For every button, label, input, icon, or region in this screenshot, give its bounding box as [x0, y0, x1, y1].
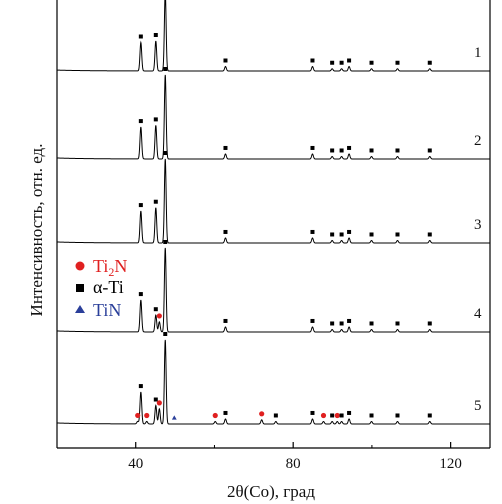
marker-alpha-ti [138, 34, 143, 39]
legend-tin-marker [75, 305, 85, 313]
legend: Ti2N α-Ti TiN [75, 256, 127, 320]
marker-ti2n [156, 313, 162, 319]
marker-alpha-ti [163, 67, 168, 71]
marker-ti2n [156, 400, 162, 406]
marker-alpha-ti [163, 240, 168, 244]
legend-tin-label: TiN [93, 300, 121, 320]
marker-alpha-ti [395, 60, 400, 65]
marker-alpha-ti [138, 292, 143, 297]
marker-tin [171, 415, 177, 420]
marker-alpha-ti [153, 199, 158, 204]
trace-1 [56, 0, 490, 72]
trace-5 [56, 339, 490, 425]
marker-alpha-ti [369, 148, 374, 153]
marker-alpha-ti [347, 229, 352, 234]
trace-4 [56, 247, 490, 333]
marker-alpha-ti [153, 117, 158, 122]
marker-ti2n [259, 411, 265, 417]
marker-alpha-ti [339, 60, 344, 65]
legend-ti2n-label: Ti2N [93, 256, 127, 279]
marker-alpha-ti [138, 119, 143, 124]
marker-alpha-ti [310, 229, 315, 234]
series-labels: 1 2 3 4 5 [474, 45, 482, 414]
x-axis-ticks: 40 80 120 [56, 442, 462, 472]
marker-alpha-ti [310, 410, 315, 415]
marker-alpha-ti [369, 232, 374, 237]
marker-alpha-ti [138, 203, 143, 208]
marker-alpha-ti [427, 60, 432, 65]
plot-frame [56, 0, 491, 449]
marker-alpha-ti [330, 148, 335, 153]
x-tick-label-80: 80 [286, 456, 301, 472]
marker-alpha-ti [369, 60, 374, 65]
legend-ti2n-marker [75, 261, 85, 271]
x-tick-label-40: 40 [128, 456, 143, 472]
marker-alpha-ti [223, 410, 228, 415]
marker-alpha-ti [395, 321, 400, 326]
marker-alpha-ti [339, 413, 344, 418]
marker-alpha-ti [153, 33, 158, 37]
marker-alpha-ti [395, 232, 400, 237]
trace-3 [56, 158, 490, 244]
marker-alpha-ti [163, 151, 168, 155]
marker-ti2n [212, 412, 218, 419]
marker-alpha-ti [427, 232, 432, 237]
marker-alpha-ti [310, 145, 315, 150]
phase-markers [135, 33, 432, 420]
marker-alpha-ti [310, 318, 315, 323]
marker-alpha-ti [273, 413, 278, 418]
legend-item-ti2n: Ti2N [75, 256, 127, 279]
legend-item-alpha-ti: α-Ti [76, 277, 124, 297]
series-label-1: 1 [474, 45, 482, 61]
x-tick-label-120: 120 [439, 456, 462, 472]
legend-alpha-ti-marker [76, 284, 84, 292]
y-axis-title: Интенсивность, отн. ед. [27, 144, 46, 317]
x-axis-title: 2θ(Co), град [227, 482, 315, 501]
diffraction-traces [56, 0, 490, 425]
marker-alpha-ti [339, 232, 344, 237]
marker-alpha-ti [153, 307, 158, 312]
marker-alpha-ti [395, 148, 400, 153]
marker-ti2n [135, 412, 141, 419]
marker-alpha-ti [223, 58, 228, 63]
marker-ti2n [320, 412, 327, 419]
series-label-4: 4 [474, 306, 482, 322]
marker-alpha-ti [223, 318, 228, 323]
marker-alpha-ti [395, 413, 400, 418]
marker-alpha-ti [310, 58, 315, 63]
marker-alpha-ti [339, 148, 344, 153]
marker-alpha-ti [330, 413, 335, 418]
marker-alpha-ti [330, 321, 335, 326]
marker-alpha-ti [223, 229, 228, 234]
marker-alpha-ti [427, 321, 432, 326]
marker-ti2n [334, 412, 340, 419]
marker-alpha-ti [347, 58, 352, 63]
series-label-5: 5 [474, 398, 482, 414]
marker-alpha-ti [427, 148, 432, 153]
marker-alpha-ti [369, 413, 374, 418]
marker-alpha-ti [347, 410, 352, 415]
marker-alpha-ti [369, 321, 374, 326]
trace-2 [56, 74, 490, 160]
marker-alpha-ti [138, 384, 143, 389]
marker-alpha-ti [330, 60, 335, 65]
marker-alpha-ti [339, 321, 344, 326]
legend-alpha-ti-label: α-Ti [93, 277, 124, 297]
series-label-2: 2 [474, 133, 482, 149]
marker-ti2n [144, 412, 150, 419]
legend-item-tin: TiN [75, 300, 121, 320]
marker-alpha-ti [223, 145, 228, 150]
marker-alpha-ti [427, 413, 432, 418]
marker-alpha-ti [347, 318, 352, 323]
marker-alpha-ti [330, 232, 335, 237]
marker-alpha-ti [347, 145, 352, 150]
series-label-3: 3 [474, 217, 482, 233]
marker-alpha-ti [163, 332, 168, 336]
marker-alpha-ti [153, 397, 158, 402]
